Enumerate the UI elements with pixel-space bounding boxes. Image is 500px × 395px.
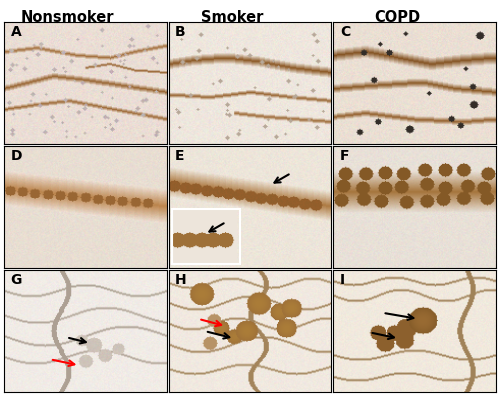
Text: A: A: [10, 25, 22, 40]
Text: Nonsmoker: Nonsmoker: [21, 10, 114, 25]
Text: COPD: COPD: [374, 10, 420, 25]
Text: C: C: [340, 25, 350, 40]
Text: H: H: [175, 273, 187, 287]
Text: I: I: [340, 273, 345, 287]
Text: Smoker: Smoker: [202, 10, 264, 25]
Text: F: F: [340, 149, 349, 163]
Text: D: D: [10, 149, 22, 163]
Text: G: G: [10, 273, 22, 287]
Text: E: E: [175, 149, 184, 163]
Text: B: B: [175, 25, 186, 40]
Bar: [172, 209, 240, 264]
